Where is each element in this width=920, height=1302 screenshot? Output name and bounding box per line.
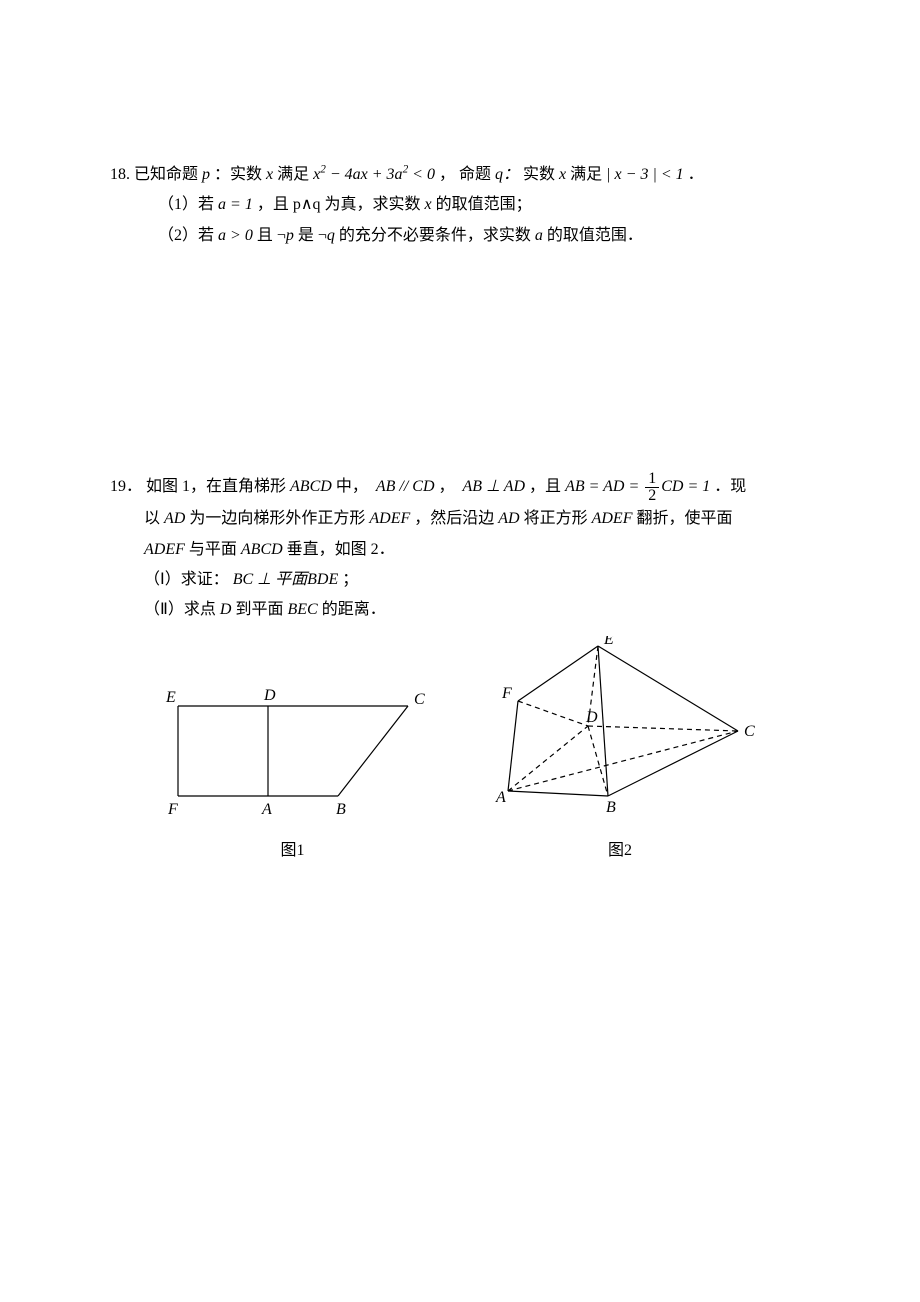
p19-l1d: ．现 (714, 478, 746, 495)
p19-line2: 以 AD 为一边向梯形外作正方形 ADEF ，然后沿边 AD 将正方形 ADEF… (110, 504, 810, 534)
p19-D: D (220, 601, 232, 618)
p19-pI-label: （Ⅰ）求证： (144, 571, 229, 588)
p19-pII-label: （Ⅱ）求点 (144, 601, 216, 618)
p19-partI: （Ⅰ）求证： BC ⊥ 平面BDE ； (110, 565, 810, 595)
p18-neg-q: q (327, 227, 335, 244)
p18-p-label: p (202, 166, 210, 183)
p19-comma-2: ， (439, 478, 455, 495)
svg-text:D: D (263, 687, 276, 704)
p19-cond1: AB // CD (376, 478, 435, 495)
p19-l2e: 翻折，使平面 (636, 510, 732, 527)
p18-q-text: 实数 (523, 166, 555, 183)
p18-period: ． (688, 166, 704, 183)
fraction-half: 12 (645, 471, 659, 504)
svg-text:C: C (744, 723, 755, 740)
p18-p-text: ：实数 (214, 166, 262, 183)
svg-text:A: A (261, 801, 272, 818)
p18-part2-mid3: 的充分不必要条件，求实数 (339, 227, 531, 244)
p18-x-2: x (559, 166, 566, 183)
problem-18: 18. 已知命题 p ：实数 x 满足 x2 − 4ax + 3a2 < 0 ，… (110, 160, 810, 251)
p19-l2b: 为一边向梯形外作正方形 (189, 510, 365, 527)
p18-q-cond-prefix: 满足 (570, 166, 602, 183)
svg-text:B: B (606, 799, 616, 816)
p19-l3b: 垂直，如图 2． (287, 541, 395, 558)
figure-1-svg: E D C F A B (158, 686, 428, 821)
figure-2-svg: E F D C A B (478, 636, 763, 821)
p19-eq-lhs: AB = AD = (565, 478, 643, 495)
p18-q-ineq: | x − 3 | < 1 (606, 166, 684, 183)
svg-text:A: A (495, 789, 506, 806)
p18-number: 18. (110, 166, 130, 183)
p19-l2a: 以 (144, 510, 160, 527)
p19-ADEF-3: ADEF (144, 541, 185, 558)
p19-l1b: 中， (336, 478, 368, 495)
figures-row: E D C F A B 图1 E F D C A B 图2 (110, 636, 810, 867)
p19-l2c: ，然后沿边 (414, 510, 494, 527)
svg-text:E: E (603, 636, 614, 648)
p18-part2-mid1: 且 ¬ (257, 227, 286, 244)
svg-text:C: C (414, 691, 425, 708)
figure-1-block: E D C F A B 图1 (158, 686, 428, 867)
svg-text:F: F (167, 801, 178, 818)
frac-num: 1 (645, 471, 659, 488)
p19-ADEF-2: ADEF (592, 510, 633, 527)
p19-number: 19． (110, 478, 142, 495)
p18-p-cond-prefix: 满足 (277, 166, 309, 183)
p19-l1c: ，且 (529, 478, 561, 495)
p18-comma-1: ， (439, 166, 455, 183)
p18-part1-cond: a = 1 (218, 196, 253, 213)
p19-ABCD-1: ABCD (290, 478, 332, 495)
p19-l2d: 将正方形 (524, 510, 588, 527)
svg-text:D: D (585, 709, 598, 726)
problem-19: 19． 如图 1，在直角梯形 ABCD 中， AB // CD ， AB ⊥ A… (110, 471, 810, 866)
p18-part2-mid2: 是 ¬ (298, 227, 327, 244)
p19-line3: ADEF 与平面 ABCD 垂直，如图 2． (110, 535, 810, 565)
p18-a-var: a (535, 227, 543, 244)
svg-text:B: B (336, 801, 346, 818)
figure-2-caption: 图2 (478, 836, 763, 866)
p18-p-ineq: x2 − 4ax + 3a2 < 0 (313, 166, 439, 183)
p18-stem-prefix: 已知命题 (134, 166, 198, 183)
p19-pII-tail: 的距离． (322, 601, 386, 618)
p19-l1a: 如图 1，在直角梯形 (146, 478, 286, 495)
p18-q-prefix: 命题 (459, 166, 491, 183)
p18-part1: （1）若 a = 1 ，且 p∧q 为真，求实数 x 的取值范围； (110, 190, 810, 220)
svg-text:E: E (165, 689, 176, 706)
frac-den: 2 (645, 488, 659, 504)
p18-part2-cond: a > 0 (218, 227, 253, 244)
p18-neg-p: p (286, 227, 294, 244)
p18-part1-mid: ，且 p∧q 为真，求实数 (257, 196, 421, 213)
p18-x-1: x (266, 166, 273, 183)
p18-part2-tail: 的取值范围． (547, 227, 643, 244)
p19-line1: 19． 如图 1，在直角梯形 ABCD 中， AB // CD ， AB ⊥ A… (110, 471, 810, 504)
p19-AD-2: AD (498, 510, 519, 527)
p19-ADEF-1: ADEF (369, 510, 410, 527)
p19-AD-1: AD (164, 510, 185, 527)
p19-cond2: AB ⊥ AD (463, 478, 526, 495)
p18-x-3: x (425, 196, 432, 213)
p18-part1-label: （1）若 (158, 196, 214, 213)
svg-text:F: F (501, 685, 512, 702)
p18-part2: （2）若 a > 0 且 ¬p 是 ¬q 的充分不必要条件，求实数 a 的取值范… (110, 221, 810, 251)
p18-part2-label: （2）若 (158, 227, 214, 244)
p19-partII: （Ⅱ）求点 D 到平面 BEC 的距离． (110, 595, 810, 625)
p18-part1-tail: 的取值范围； (436, 196, 532, 213)
figure-1-caption: 图1 (158, 836, 428, 866)
p19-pII-mid: 到平面 (235, 601, 283, 618)
p19-BEC: BEC (287, 601, 317, 618)
p19-semi: ； (342, 571, 358, 588)
figure-2-block: E F D C A B 图2 (478, 636, 763, 867)
p18-q-label: q： (495, 166, 519, 183)
p19-pI-claim: BC ⊥ 平面BDE (233, 571, 339, 588)
p19-ABCD-2: ABCD (241, 541, 283, 558)
p18-stem: 18. 已知命题 p ：实数 x 满足 x2 − 4ax + 3a2 < 0 ，… (110, 160, 810, 190)
p19-l3a: 与平面 (189, 541, 237, 558)
p19-eq-rhs: CD = 1 (661, 478, 710, 495)
